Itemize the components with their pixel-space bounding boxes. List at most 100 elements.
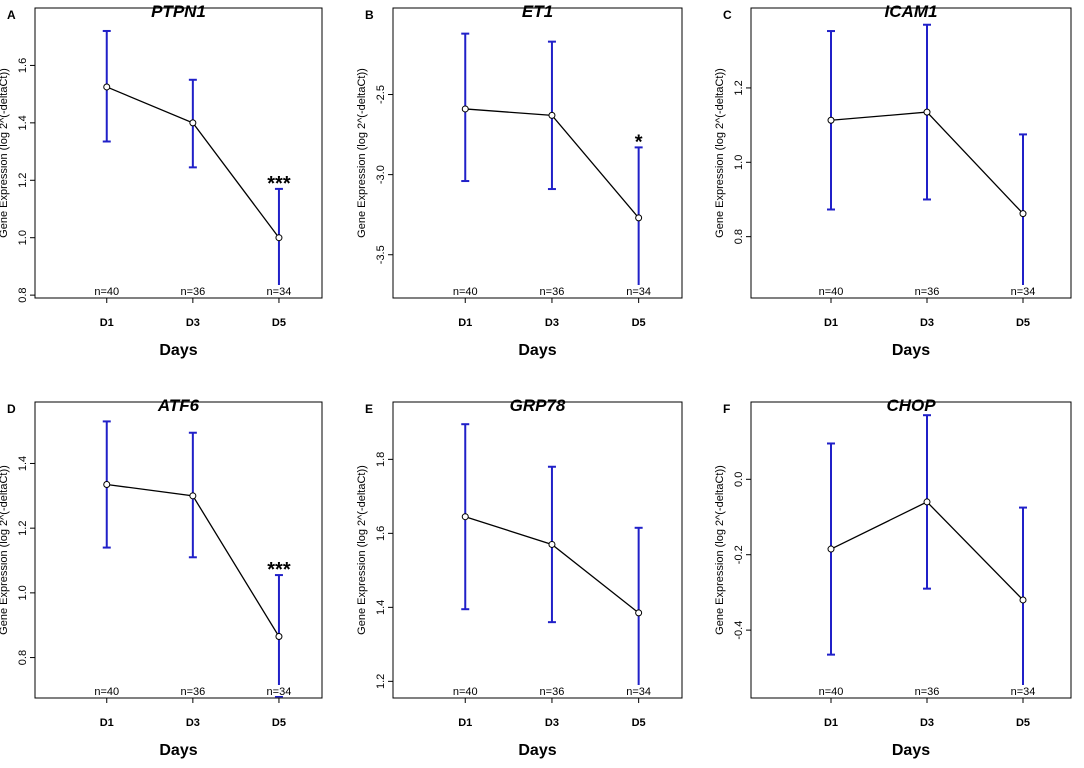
x-axis-label: Days [159,742,197,759]
y-tick-label: -0.2 [733,545,745,564]
data-point [548,111,556,119]
chart-panel-c: C ICAM1 0.8 1.0 1.2 Gene Expression (log 2^(-… [714,2,1072,359]
sample-size-label: n=40 [453,686,478,698]
panel-letter: C [723,8,732,22]
y-tick-label: 1.0 [17,585,29,600]
y-axis-label: Gene Expression (log 2^(-deltaCt)) [356,68,368,238]
y-axis-label: Gene Expression (log 2^(-deltaCt)) [356,465,368,635]
x-tick-label: D1 [100,717,114,729]
x-tick-label: D1 [100,317,114,329]
sample-size-label: n=34 [1011,286,1036,298]
data-point [827,545,835,553]
data-point [548,540,556,548]
data-point [189,492,197,500]
y-tick-label: 0.8 [17,287,29,302]
sample-size-label: n=34 [267,686,292,698]
x-tick-label: D5 [272,317,286,329]
sample-size-label: n=36 [915,686,940,698]
y-tick-label: 1.4 [17,115,29,130]
y-tick-label: -2.5 [375,85,387,104]
y-tick-label: 1.4 [375,600,387,615]
sample-size-label: n=34 [626,686,651,698]
y-tick-label: 1.0 [733,155,745,170]
data-point [189,119,197,127]
sample-size-label: n=36 [915,286,940,298]
significance-marker: *** [267,173,291,195]
x-tick-label: D1 [458,317,472,329]
x-tick-label: D1 [458,717,472,729]
y-tick-label: 0.8 [733,229,745,244]
panel-letter: A [7,8,16,22]
x-tick-label: D1 [824,717,838,729]
y-tick-label: 1.6 [17,58,29,73]
chart-title: ET1 [522,2,553,21]
sample-size-label: n=36 [540,686,565,698]
y-tick-label: 1.2 [733,80,745,95]
y-tick-label: 1.0 [17,230,29,245]
plot-frame [750,401,1072,699]
x-tick-label: D5 [1016,317,1030,329]
chart-panel-e: E GRP78 1.2 1.4 1.6 1.8 Gene Expression (log 2… [356,396,683,759]
y-tick-label: -3.5 [375,245,387,264]
sample-size-label: n=36 [540,286,565,298]
panel-letter: E [365,402,373,416]
y-axis-label: Gene Expression (log 2^(-deltaCt)) [714,68,726,238]
y-tick-label: 1.2 [17,521,29,536]
data-point [923,498,931,506]
y-tick-label: 0.8 [17,650,29,665]
chart-title: PTPN1 [151,2,206,21]
data-point [923,108,931,116]
plot-frame [392,7,683,299]
x-tick-label: D3 [920,717,934,729]
chart-panel-d: D ATF6 0.8 1.0 1.2 1.4 Gene Expression (log 2^… [0,396,323,759]
y-axis-label: Gene Expression (log 2^(-deltaCt)) [714,465,726,635]
x-tick-label: D5 [632,717,646,729]
x-axis-label: Days [892,342,930,359]
data-point [275,633,283,641]
data-point [1019,596,1027,604]
data-point [635,214,643,222]
x-tick-label: D3 [186,717,200,729]
data-point [461,513,469,521]
y-tick-label: -3.0 [375,165,387,184]
plot-frame [750,7,1072,299]
x-axis-label: Days [892,742,930,759]
sample-size-label: n=40 [94,286,119,298]
sample-size-label: n=40 [819,686,844,698]
plot-frame [392,401,683,699]
x-axis-label: Days [518,742,556,759]
y-tick-label: 1.2 [17,173,29,188]
plot-frame [34,7,323,299]
y-tick-label: 1.8 [375,452,387,467]
data-point [461,105,469,113]
x-axis-label: Days [518,342,556,359]
sample-size-label: n=36 [180,686,205,698]
x-axis-label: Days [159,342,197,359]
chart-title: ICAM1 [885,2,938,21]
sample-size-label: n=40 [453,286,478,298]
x-tick-label: D5 [1016,717,1030,729]
x-tick-label: D3 [545,717,559,729]
x-tick-label: D3 [186,317,200,329]
panel-letter: D [7,402,16,416]
x-tick-label: D3 [545,317,559,329]
significance-marker: * [635,131,643,153]
chart-panel-a: A PTPN1 0.8 1.0 1.2 1.4 1.6 Gene Expression (lo… [0,2,323,359]
x-tick-label: D5 [272,717,286,729]
panel-letter: F [723,402,730,416]
chart-title: GRP78 [510,396,566,415]
y-tick-label: 1.6 [375,526,387,541]
y-tick-label: -0.4 [733,621,745,640]
y-tick-label: 0.0 [733,472,745,487]
y-tick-label: 1.2 [375,674,387,689]
x-tick-label: D5 [632,317,646,329]
data-point [635,609,643,617]
sample-size-label: n=34 [267,286,292,298]
sample-size-label: n=34 [626,286,651,298]
plot-frame [34,401,323,699]
y-axis-label: Gene Expression (log 2^(-deltaCt)) [0,68,10,238]
sample-size-label: n=40 [94,686,119,698]
y-axis-label: Gene Expression (log 2^(-deltaCt)) [0,465,10,635]
panel-letter: B [365,8,374,22]
